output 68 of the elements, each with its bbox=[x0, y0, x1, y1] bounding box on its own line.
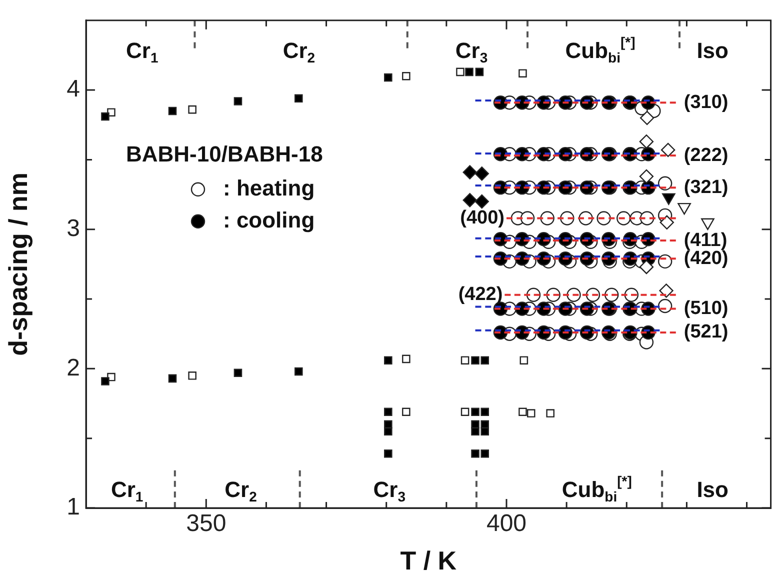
annotation: (310) bbox=[684, 92, 728, 113]
point bbox=[639, 134, 654, 149]
point bbox=[384, 356, 392, 364]
point bbox=[234, 368, 242, 377]
y-tick-label: 4 bbox=[66, 76, 80, 103]
point bbox=[660, 142, 676, 158]
annotation: Iso bbox=[696, 476, 728, 502]
annotation: (510) bbox=[684, 298, 728, 320]
point bbox=[471, 427, 480, 436]
point bbox=[475, 68, 484, 76]
point bbox=[234, 97, 242, 106]
point bbox=[460, 408, 470, 416]
point bbox=[188, 105, 196, 114]
x-tick-label: 350 bbox=[186, 510, 226, 538]
point bbox=[384, 408, 392, 416]
y-tick-label: 3 bbox=[66, 214, 80, 242]
legend-label: : heating bbox=[223, 175, 315, 200]
point bbox=[518, 408, 527, 416]
point bbox=[462, 165, 477, 180]
x-tick-label: 400 bbox=[486, 510, 527, 538]
point bbox=[101, 112, 110, 121]
point bbox=[480, 408, 489, 416]
y-axis-title: d-spacing / nm bbox=[2, 172, 33, 356]
point bbox=[402, 72, 410, 80]
point bbox=[471, 408, 480, 416]
legend-label: : cooling bbox=[223, 207, 315, 232]
annotation: (222) bbox=[684, 144, 728, 166]
point bbox=[294, 367, 303, 376]
annotation: (521) bbox=[684, 322, 728, 343]
point bbox=[520, 356, 528, 364]
point bbox=[480, 356, 489, 364]
annotation: (422) bbox=[458, 284, 503, 306]
point bbox=[639, 260, 654, 274]
legend-title: BABH-10/BABH-18 bbox=[126, 141, 323, 166]
point bbox=[384, 427, 392, 436]
point bbox=[546, 409, 554, 418]
point bbox=[471, 450, 480, 458]
point bbox=[384, 450, 392, 458]
point bbox=[660, 215, 674, 230]
point bbox=[168, 374, 177, 383]
point bbox=[168, 106, 177, 116]
point bbox=[659, 284, 674, 298]
point bbox=[402, 354, 410, 364]
point bbox=[471, 356, 480, 364]
point bbox=[480, 427, 489, 436]
point bbox=[294, 94, 303, 103]
point bbox=[460, 356, 470, 364]
point bbox=[384, 73, 392, 82]
x-axis-title: T / K bbox=[400, 546, 457, 576]
point bbox=[188, 372, 196, 380]
point bbox=[474, 166, 489, 181]
point bbox=[402, 408, 410, 416]
point bbox=[526, 409, 536, 418]
annotation: (411) bbox=[684, 230, 728, 251]
annotation: (321) bbox=[684, 176, 728, 198]
point bbox=[474, 194, 489, 209]
y-tick-label: 1 bbox=[66, 494, 80, 521]
point bbox=[518, 69, 527, 78]
point bbox=[639, 169, 654, 184]
point bbox=[101, 377, 110, 386]
y-tick-label: 2 bbox=[66, 354, 80, 382]
point bbox=[462, 193, 477, 208]
point bbox=[456, 68, 464, 76]
point bbox=[640, 110, 654, 126]
point bbox=[465, 68, 474, 76]
annotation: (400) bbox=[460, 207, 504, 228]
point bbox=[480, 450, 489, 458]
annotation: Iso bbox=[696, 38, 728, 64]
